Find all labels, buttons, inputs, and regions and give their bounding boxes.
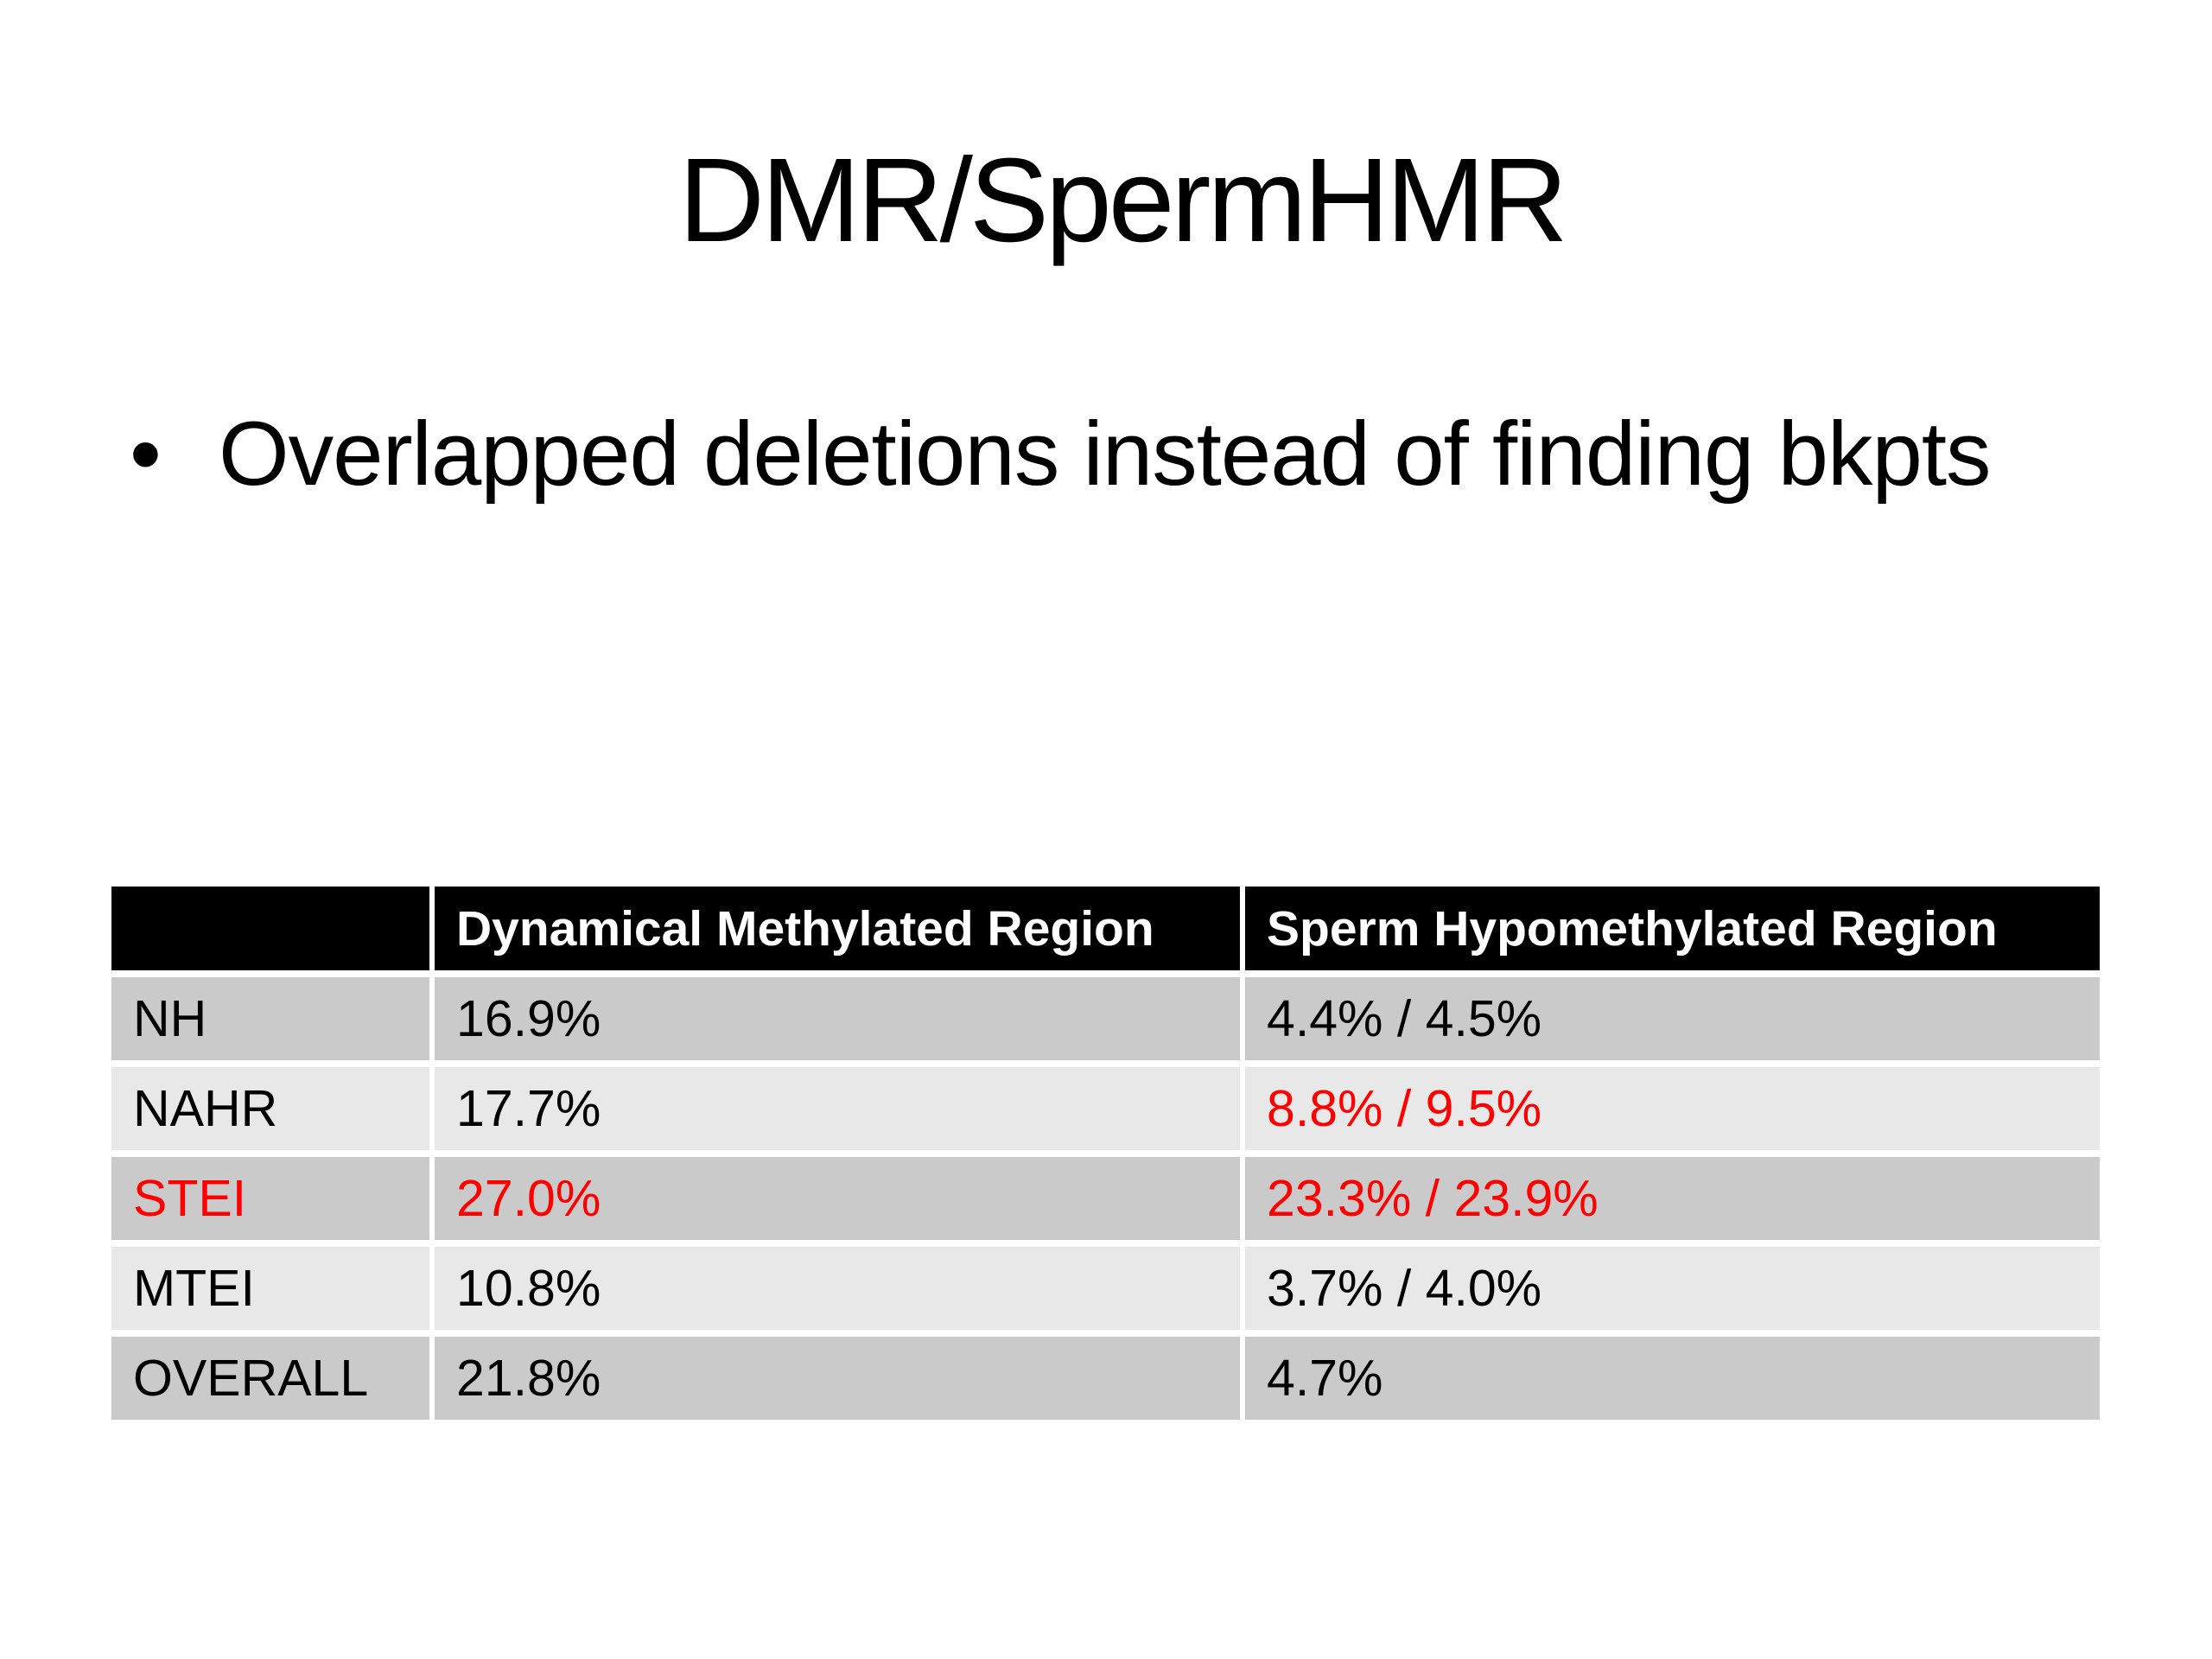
dmr-value: 10.8% [435, 1247, 1240, 1330]
row-nahr: NAHR 17.7% 8.8% / 9.5% [111, 1067, 2100, 1150]
row-stei: STEI 27.0% 23.3% / 23.9% [111, 1157, 2100, 1240]
header-cell-empty [111, 887, 429, 970]
hmr-value: 4.7% [1245, 1337, 2100, 1420]
slide-title: DMR/SpermHMR [678, 134, 1567, 267]
header-cell-dmr: Dynamical Methylated Region [435, 887, 1240, 970]
results-table: Dynamical Methylated Region Sperm Hypome… [111, 887, 2100, 1420]
row-label: MTEI [111, 1247, 429, 1330]
row-label: STEI [111, 1157, 429, 1240]
bullet-text: Overlapped deletions instead of finding … [219, 404, 1992, 505]
dmr-value: 16.9% [435, 977, 1240, 1060]
bullet-marker-icon: • [130, 404, 162, 505]
bullet-item: • Overlapped deletions instead of findin… [0, 404, 2212, 525]
table-header-row: Dynamical Methylated Region Sperm Hypome… [111, 887, 2100, 970]
hmr-value: 23.3% / 23.9% [1245, 1157, 2100, 1240]
row-label: NH [111, 977, 429, 1060]
header-cell-sperm-hmr: Sperm Hypomethylated Region [1245, 887, 2100, 970]
row-label: NAHR [111, 1067, 429, 1150]
dmr-value: 21.8% [435, 1337, 1240, 1420]
dmr-value: 27.0% [435, 1157, 1240, 1240]
row-mtei: MTEI 10.8% 3.7% / 4.0% [111, 1247, 2100, 1330]
row-nh: NH 16.9% 4.4% / 4.5% [111, 977, 2100, 1060]
row-label: OVERALL [111, 1337, 429, 1420]
hmr-value: 3.7% / 4.0% [1245, 1247, 2100, 1330]
dmr-value: 17.7% [435, 1067, 1240, 1150]
hmr-value: 4.4% / 4.5% [1245, 977, 2100, 1060]
hmr-value: 8.8% / 9.5% [1245, 1067, 2100, 1150]
row-overall: OVERALL 21.8% 4.7% [111, 1337, 2100, 1420]
